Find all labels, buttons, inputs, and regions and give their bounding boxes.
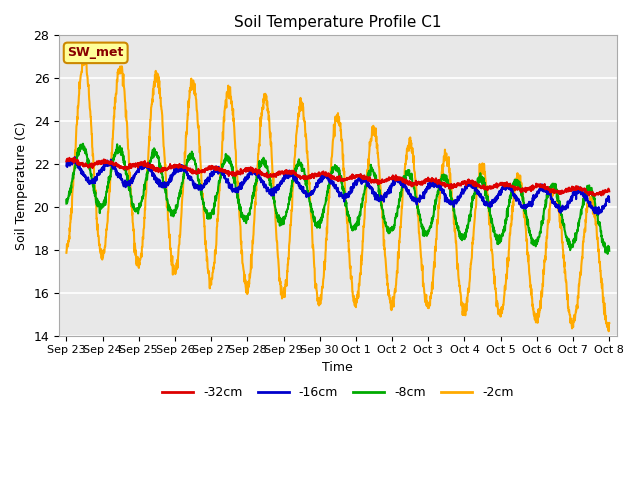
Title: Soil Temperature Profile C1: Soil Temperature Profile C1: [234, 15, 442, 30]
Text: SW_met: SW_met: [67, 47, 124, 60]
X-axis label: Time: Time: [323, 361, 353, 374]
Y-axis label: Soil Temperature (C): Soil Temperature (C): [15, 121, 28, 250]
Legend: -32cm, -16cm, -8cm, -2cm: -32cm, -16cm, -8cm, -2cm: [157, 382, 519, 405]
